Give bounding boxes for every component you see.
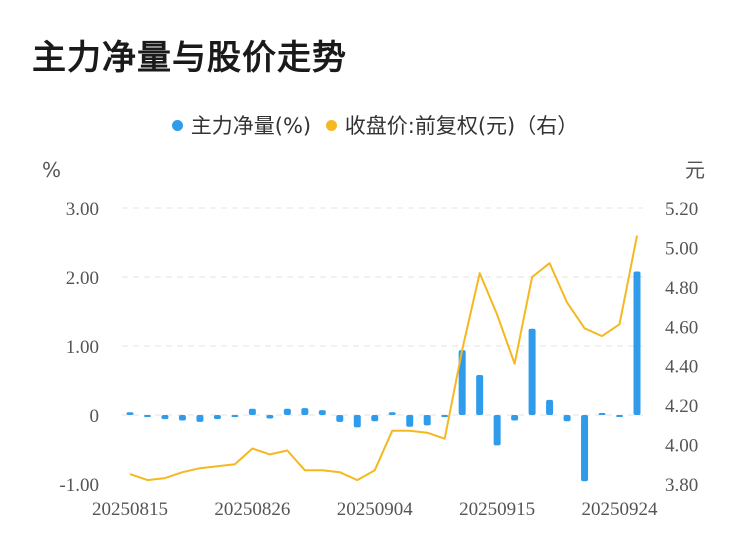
main-flow-bar [493,415,501,446]
main-flow-bar [336,415,344,422]
legend-line-marker-icon [325,119,337,131]
legend: 主力净量(%) 收盘价:前复权(元)（右） [0,110,750,140]
right-tick-label: 3.80 [665,475,698,496]
legend-bar-marker-icon [171,119,183,131]
main-flow-bar [406,415,414,427]
right-tick-label: 4.20 [665,396,698,417]
x-tick-label: 20250915 [459,499,535,520]
main-flow-bar [231,415,239,417]
main-flow-bar [563,415,571,422]
legend-item-main-flow[interactable]: 主力净量(%) [171,110,312,140]
main-flow-bar [423,415,431,426]
main-flow-bar [318,410,326,415]
main-flow-bar [266,415,274,419]
right-tick-label: 5.20 [665,199,698,220]
main-flow-bar [616,415,624,417]
left-tick-label: 1.00 [66,337,99,358]
left-axis-unit: % [42,158,61,182]
left-tick-label: 0 [90,406,100,427]
main-flow-bar [371,415,379,422]
legend-item-close-price[interactable]: 收盘价:前复权(元)（右） [325,110,579,140]
main-flow-bar [511,415,519,421]
main-flow-bar [598,413,606,415]
chart-title: 主力净量与股价走势 [32,38,347,78]
left-tick-label: 3.00 [66,199,99,220]
main-flow-bar [633,271,641,415]
right-tick-label: 4.40 [665,357,698,378]
main-flow-bar [196,415,204,422]
main-flow-bar [458,350,466,415]
left-tick-label: 2.00 [66,268,99,289]
main-flow-bar [353,415,361,428]
right-tick-label: 4.60 [665,317,698,338]
main-flow-bar [213,415,221,420]
main-flow-bar [476,374,484,415]
legend-label-close-price: 收盘价:前复权(元)（右） [344,114,579,138]
x-tick-label: 20250815 [92,499,168,520]
main-flow-bar [388,412,396,415]
x-tick-label: 20250904 [337,499,414,520]
x-tick-label: 20250826 [214,499,290,520]
right-axis-unit: 元 [685,158,705,182]
main-flow-bar [126,412,134,415]
x-tick-label: 20250924 [582,499,659,520]
main-flow-bar [301,408,309,415]
main-flow-bar [283,408,291,415]
right-tick-label: 4.80 [665,278,698,299]
main-flow-bar [528,328,536,415]
close-price-line [129,235,638,482]
main-flow-bar [441,415,449,417]
main-flow-bar [546,399,554,415]
main-flow-bar [248,408,256,415]
left-tick-label: -1.00 [59,475,99,496]
main-flow-bar [581,415,589,482]
legend-label-main-flow: 主力净量(%) [190,114,312,138]
right-tick-label: 5.00 [665,238,698,259]
main-flow-bar [143,415,151,417]
main-flow-bar [161,415,169,420]
main-flow-bar [178,415,186,421]
right-tick-label: 4.00 [665,436,698,457]
